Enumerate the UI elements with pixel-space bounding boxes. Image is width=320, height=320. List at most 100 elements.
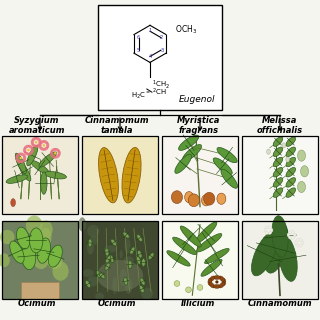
Ellipse shape — [15, 155, 19, 161]
Ellipse shape — [43, 147, 48, 151]
Ellipse shape — [268, 231, 272, 235]
Bar — [162, 136, 238, 214]
Ellipse shape — [293, 233, 296, 237]
Ellipse shape — [68, 263, 85, 280]
Ellipse shape — [138, 250, 142, 258]
Ellipse shape — [17, 227, 30, 249]
Ellipse shape — [36, 144, 41, 148]
Ellipse shape — [18, 224, 33, 247]
Ellipse shape — [186, 287, 191, 293]
Ellipse shape — [298, 150, 306, 161]
Ellipse shape — [296, 244, 300, 247]
Ellipse shape — [32, 144, 37, 148]
Ellipse shape — [270, 228, 273, 232]
Bar — [162, 221, 238, 299]
Bar — [242, 221, 318, 299]
Bar — [242, 136, 318, 214]
Ellipse shape — [51, 155, 56, 159]
Ellipse shape — [78, 217, 86, 231]
Ellipse shape — [265, 226, 269, 229]
Ellipse shape — [112, 277, 117, 294]
Ellipse shape — [27, 145, 38, 166]
Bar — [82, 221, 158, 299]
Bar — [98, 5, 222, 110]
Ellipse shape — [196, 234, 222, 252]
Ellipse shape — [35, 141, 37, 144]
Ellipse shape — [87, 240, 94, 255]
Ellipse shape — [39, 140, 44, 144]
Text: $^2$CH: $^2$CH — [152, 86, 166, 98]
Ellipse shape — [31, 140, 34, 145]
Ellipse shape — [36, 137, 41, 141]
Ellipse shape — [14, 226, 29, 246]
Text: Ocimum: Ocimum — [98, 299, 136, 308]
Ellipse shape — [38, 140, 42, 145]
Ellipse shape — [273, 178, 283, 187]
Ellipse shape — [99, 272, 105, 279]
Ellipse shape — [219, 276, 225, 282]
Ellipse shape — [137, 235, 142, 242]
Text: 6: 6 — [137, 35, 140, 40]
Ellipse shape — [125, 278, 132, 294]
Ellipse shape — [24, 151, 29, 156]
Ellipse shape — [20, 157, 22, 159]
Bar — [162, 221, 238, 299]
Ellipse shape — [20, 159, 25, 163]
Ellipse shape — [286, 178, 296, 187]
Ellipse shape — [286, 147, 296, 156]
Ellipse shape — [217, 148, 237, 163]
Ellipse shape — [202, 195, 211, 206]
Bar — [2, 136, 78, 214]
Text: $^1$CH$_2$: $^1$CH$_2$ — [152, 78, 170, 91]
Ellipse shape — [105, 263, 110, 270]
Ellipse shape — [32, 137, 37, 141]
Bar — [162, 136, 238, 214]
Ellipse shape — [188, 194, 199, 207]
Ellipse shape — [282, 143, 286, 148]
Ellipse shape — [82, 269, 94, 277]
Ellipse shape — [106, 256, 111, 263]
Ellipse shape — [172, 191, 182, 204]
Ellipse shape — [54, 152, 57, 155]
Ellipse shape — [58, 150, 61, 156]
Ellipse shape — [88, 239, 92, 247]
Text: 1: 1 — [148, 28, 152, 33]
Ellipse shape — [213, 284, 220, 288]
Ellipse shape — [124, 238, 131, 254]
Ellipse shape — [264, 228, 267, 232]
Ellipse shape — [287, 233, 290, 237]
Ellipse shape — [204, 249, 229, 264]
Ellipse shape — [87, 225, 99, 237]
Ellipse shape — [299, 238, 303, 242]
Ellipse shape — [209, 282, 215, 288]
Ellipse shape — [28, 151, 33, 156]
Ellipse shape — [278, 236, 297, 281]
Ellipse shape — [213, 276, 220, 279]
Ellipse shape — [11, 199, 15, 207]
Ellipse shape — [41, 172, 47, 194]
Ellipse shape — [185, 192, 194, 203]
Ellipse shape — [31, 147, 34, 153]
Ellipse shape — [85, 280, 91, 288]
Ellipse shape — [173, 237, 196, 255]
Ellipse shape — [28, 145, 33, 149]
Ellipse shape — [44, 172, 67, 179]
Ellipse shape — [300, 166, 308, 177]
Text: OCH$_3$: OCH$_3$ — [175, 24, 197, 36]
Ellipse shape — [272, 216, 288, 257]
Ellipse shape — [43, 140, 48, 144]
Text: 3: 3 — [160, 48, 164, 53]
Ellipse shape — [10, 241, 24, 263]
Ellipse shape — [120, 269, 127, 286]
Ellipse shape — [99, 148, 118, 203]
Text: Eugenol: Eugenol — [179, 95, 216, 104]
Ellipse shape — [0, 249, 18, 275]
Ellipse shape — [299, 244, 303, 247]
Bar — [2, 136, 78, 214]
Ellipse shape — [221, 169, 237, 188]
Ellipse shape — [39, 152, 57, 167]
Bar — [2, 221, 78, 299]
Ellipse shape — [104, 245, 116, 253]
Ellipse shape — [123, 232, 129, 238]
Text: Cinnamomum: Cinnamomum — [248, 299, 312, 308]
